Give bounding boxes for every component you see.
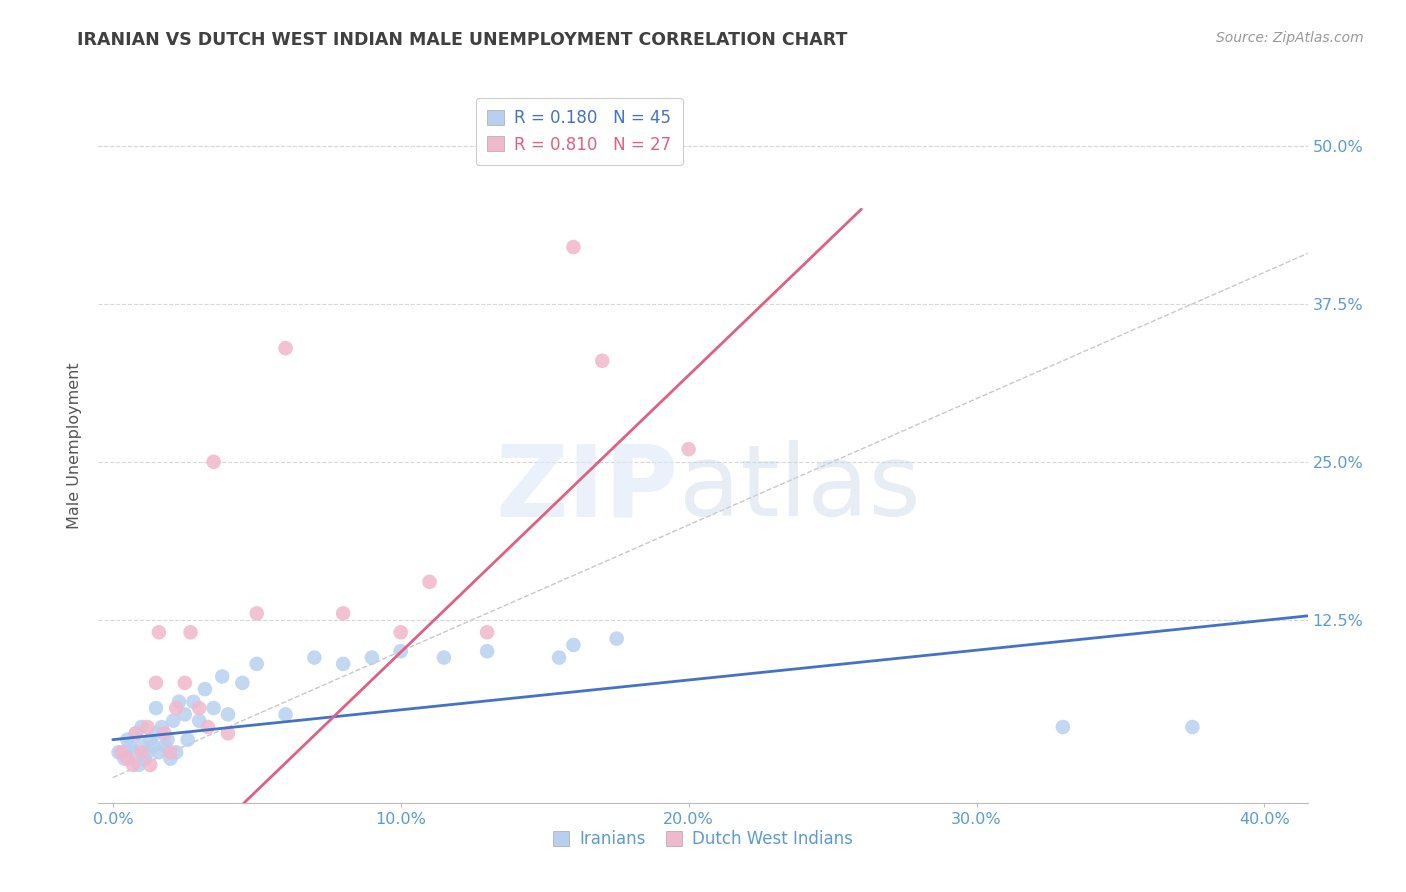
Point: [202, 455, 225, 469]
Point: [150, 720, 173, 734]
Point: [548, 650, 571, 665]
Point: [202, 701, 225, 715]
Point: [418, 574, 440, 589]
Point: [162, 714, 184, 728]
Point: [145, 726, 167, 740]
Point: [173, 707, 195, 722]
Point: [142, 739, 165, 753]
Point: [153, 726, 176, 740]
Point: [148, 625, 170, 640]
Point: [176, 732, 198, 747]
Point: [389, 644, 412, 658]
Point: [167, 695, 190, 709]
Point: [591, 353, 613, 368]
Point: [120, 739, 142, 753]
Point: [389, 625, 412, 640]
Point: [217, 707, 239, 722]
Point: [148, 745, 170, 759]
Point: [274, 341, 297, 355]
Point: [188, 701, 211, 715]
Point: [139, 758, 162, 772]
Point: [131, 720, 153, 734]
Point: [1052, 720, 1074, 734]
Point: [128, 758, 150, 772]
Point: [139, 732, 162, 747]
Text: Source: ZipAtlas.com: Source: ZipAtlas.com: [1216, 31, 1364, 45]
Point: [188, 714, 211, 728]
Point: [107, 745, 129, 759]
Point: [246, 607, 269, 621]
Point: [112, 751, 135, 765]
Point: [1181, 720, 1204, 734]
Point: [165, 745, 187, 759]
Point: [475, 644, 498, 658]
Point: [131, 739, 153, 753]
Point: [115, 732, 138, 747]
Point: [211, 669, 233, 683]
Point: [125, 726, 148, 740]
Point: [153, 739, 176, 753]
Point: [136, 745, 159, 759]
Point: [246, 657, 269, 671]
Point: [332, 607, 354, 621]
Point: [122, 758, 145, 772]
Point: [110, 745, 132, 759]
Point: [194, 682, 217, 697]
Point: [145, 701, 167, 715]
Point: [131, 745, 153, 759]
Point: [231, 675, 253, 690]
Point: [183, 695, 205, 709]
Point: [165, 701, 187, 715]
Point: [433, 650, 456, 665]
Point: [159, 745, 181, 759]
Point: [562, 638, 585, 652]
Legend: Iranians, Dutch West Indians: Iranians, Dutch West Indians: [546, 824, 860, 855]
Point: [197, 720, 219, 734]
Point: [361, 650, 384, 665]
Point: [136, 720, 159, 734]
Text: IRANIAN VS DUTCH WEST INDIAN MALE UNEMPLOYMENT CORRELATION CHART: IRANIAN VS DUTCH WEST INDIAN MALE UNEMPL…: [77, 31, 848, 49]
Point: [145, 675, 167, 690]
Point: [304, 650, 326, 665]
Text: ZIP: ZIP: [496, 441, 679, 537]
Point: [180, 625, 202, 640]
Text: atlas: atlas: [679, 441, 921, 537]
Point: [122, 745, 145, 759]
Point: [125, 726, 148, 740]
Point: [475, 625, 498, 640]
Point: [156, 732, 179, 747]
Point: [217, 726, 239, 740]
Point: [332, 657, 354, 671]
Point: [159, 751, 181, 765]
Point: [173, 675, 195, 690]
Point: [134, 751, 156, 765]
Point: [115, 751, 138, 765]
Y-axis label: Male Unemployment: Male Unemployment: [67, 363, 83, 529]
Point: [562, 240, 585, 254]
Point: [606, 632, 628, 646]
Point: [274, 707, 297, 722]
Point: [678, 442, 700, 457]
